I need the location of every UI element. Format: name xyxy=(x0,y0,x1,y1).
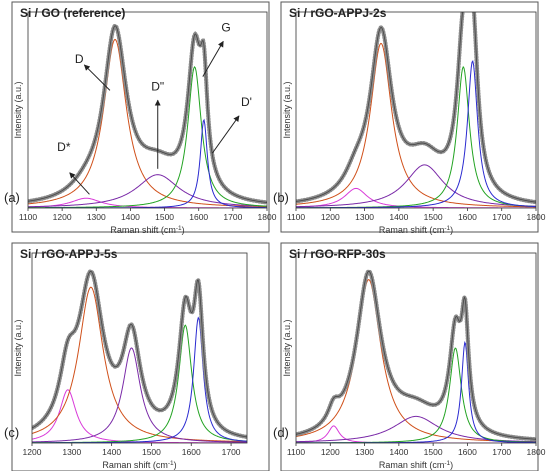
panel-title: Si / GO (reference) xyxy=(20,6,125,20)
fit-envelope-line xyxy=(32,270,247,438)
x-tick-label: 1700 xyxy=(223,212,242,222)
peak-D-line xyxy=(28,174,267,208)
x-tick-label: 1500 xyxy=(424,447,443,457)
annotation-arrow xyxy=(83,64,111,91)
plot-border xyxy=(295,11,537,209)
panel-title: Si / rGO-RFP-30s xyxy=(289,247,386,261)
x-tick-label: 1500 xyxy=(142,447,161,457)
x-tick-label: 1600 xyxy=(458,447,477,457)
x-axis-label: Raman shift (cm-1) xyxy=(379,460,453,470)
annotation-arrow xyxy=(202,40,224,77)
x-tick-label: 1600 xyxy=(189,212,208,222)
plot-border xyxy=(27,11,268,209)
x-tick-label: 1700 xyxy=(492,212,511,222)
annotation-label: D* xyxy=(57,140,71,154)
plot-border xyxy=(31,252,248,444)
x-tick-label: 1200 xyxy=(321,447,340,457)
x-tick-label: 1500 xyxy=(424,212,443,222)
y-axis-label: Intensity (a.u.) xyxy=(282,319,292,376)
x-tick-label: 1200 xyxy=(23,447,42,457)
annotation-label: D" xyxy=(151,79,164,93)
fit-envelope-line xyxy=(28,25,267,203)
plot-area xyxy=(32,269,247,443)
plot-area xyxy=(296,12,536,208)
x-axis-label: Raman shift (cm-1) xyxy=(110,225,184,235)
panel-title: Si / rGO-APPJ-5s xyxy=(20,247,118,261)
panel-2: 1100 1200 1300 1400 1500 1600 1700 1800 Si / rGO… xyxy=(273,1,546,235)
peak-D-line xyxy=(32,286,247,443)
panel-4: 1100 1200 1300 1400 1500 1600 1700 1800 Si / rGO… xyxy=(273,242,546,471)
x-tick-label: 1400 xyxy=(102,447,121,457)
panel-3: 1200 1300 1400 1500 1600 1700 Si / rGO-APPJ-5s… xyxy=(4,242,270,471)
x-axis-label: Raman shift (cm-1) xyxy=(102,460,176,470)
x-tick-label: 1300 xyxy=(62,447,81,457)
panel-label: (c) xyxy=(4,425,19,440)
x-tick-label: 1700 xyxy=(222,447,241,457)
peak-D-line xyxy=(296,42,536,208)
fit-envelope-line xyxy=(296,12,536,203)
x-tick-label: 1100 xyxy=(287,447,306,457)
peak-D-line xyxy=(296,164,536,208)
panel-1: 1100 1200 1300 1400 1500 1600 1700 1800 Si / GO … xyxy=(4,1,277,235)
panel-label: (b) xyxy=(273,190,289,205)
x-tick-label: 1800 xyxy=(258,212,277,222)
annotation-label: D' xyxy=(241,95,252,109)
x-tick-label: 1800 xyxy=(527,212,546,222)
panel-label: (d) xyxy=(273,425,289,440)
x-tick-label: 1100 xyxy=(19,212,38,222)
panel-frame xyxy=(280,242,539,471)
peak-D-line xyxy=(32,347,247,443)
y-axis-label: Intensity (a.u.) xyxy=(282,81,292,138)
x-tick-label: 1200 xyxy=(321,212,340,222)
x-tick-label: 1500 xyxy=(155,212,174,222)
x-tick-label: 1400 xyxy=(389,447,408,457)
x-tick-label: 1100 xyxy=(287,212,306,222)
annotation-arrow xyxy=(69,172,90,195)
peak-G-line xyxy=(28,66,267,208)
panel-title: Si / rGO-APPJ-2s xyxy=(289,6,387,20)
x-tick-label: 1800 xyxy=(527,447,546,457)
x-tick-label: 1400 xyxy=(389,212,408,222)
x-tick-label: 1200 xyxy=(53,212,72,222)
annotation-label: D xyxy=(75,52,84,66)
y-axis-label: Intensity (a.u.) xyxy=(13,81,23,138)
fit-envelope-line xyxy=(296,270,536,440)
plot-border xyxy=(295,252,537,444)
x-tick-label: 1400 xyxy=(121,212,140,222)
annotation-arrow xyxy=(211,115,240,154)
x-tick-label: 1600 xyxy=(182,447,201,457)
x-tick-label: 1700 xyxy=(492,447,511,457)
annotation-label: G xyxy=(221,21,230,35)
x-tick-label: 1300 xyxy=(355,447,374,457)
x-axis-label: Raman shift (cm-1) xyxy=(379,225,453,235)
panel-label: (a) xyxy=(4,190,20,205)
y-axis-label: Intensity (a.u.) xyxy=(13,319,23,376)
x-tick-label: 1600 xyxy=(458,212,477,222)
x-tick-label: 1300 xyxy=(87,212,106,222)
x-tick-label: 1300 xyxy=(355,212,374,222)
